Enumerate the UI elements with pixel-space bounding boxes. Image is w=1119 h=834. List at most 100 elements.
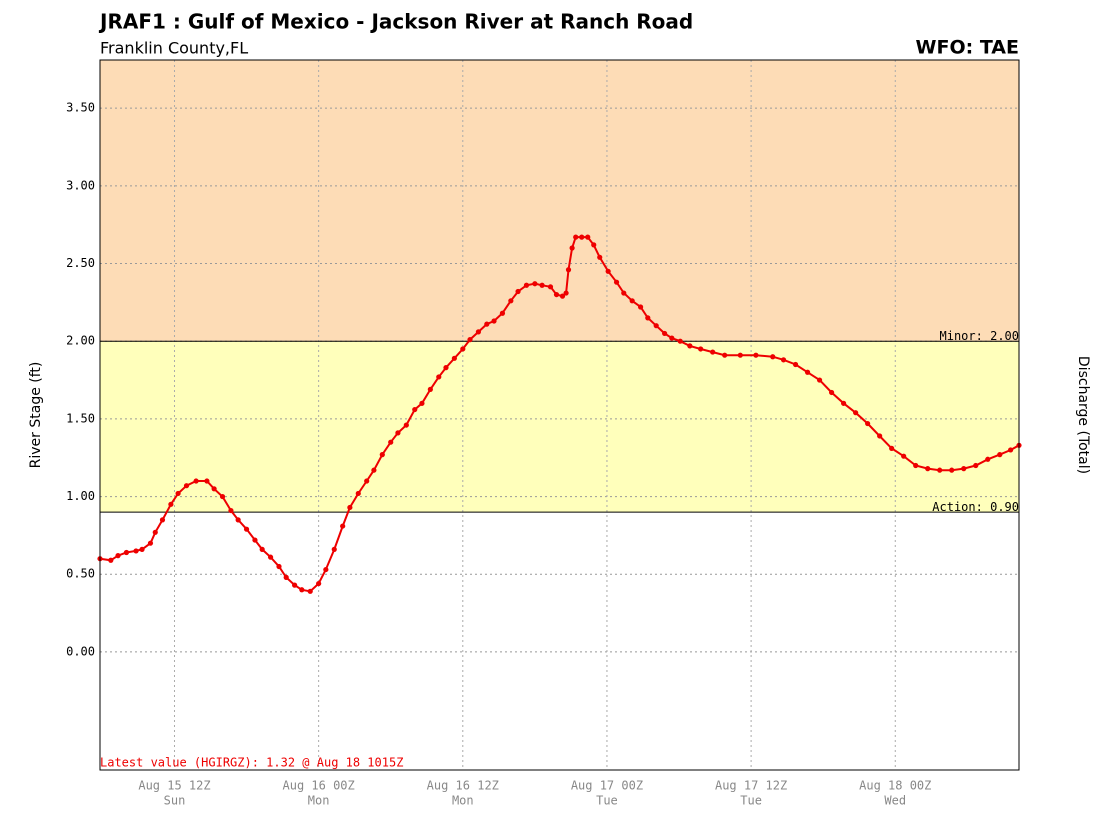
x-tick-label: Aug 18 00Z: [859, 779, 931, 793]
chart-title: JRAF1 : Gulf of Mexico - Jackson River a…: [98, 10, 693, 34]
data-point: [653, 323, 659, 329]
data-point: [147, 540, 154, 546]
data-point: [737, 352, 743, 358]
threshold-label: Minor: 2.00: [940, 329, 1020, 343]
threshold-name: Minor:: [940, 329, 983, 343]
data-point: [139, 546, 145, 552]
data-point: [115, 553, 121, 559]
x-tick-label: Aug 17 12Z: [715, 779, 787, 793]
data-point: [491, 318, 497, 324]
office-label: WFO: TAE: [916, 37, 1019, 59]
data-point: [828, 389, 835, 396]
y-tick-label: 2.00: [66, 334, 95, 348]
data-point: [565, 267, 572, 273]
threshold-name: Action:: [932, 500, 983, 514]
data-point: [973, 462, 979, 469]
data-point: [985, 456, 991, 462]
data-point: [331, 546, 337, 552]
data-point: [792, 361, 799, 368]
data-point: [436, 374, 442, 380]
data-point: [355, 490, 361, 497]
data-point: [292, 582, 298, 588]
data-point: [168, 501, 174, 507]
data-point: [591, 242, 597, 248]
data-point: [613, 279, 620, 285]
data-point: [913, 462, 919, 469]
data-point: [669, 335, 675, 341]
data-point: [597, 254, 603, 260]
data-point: [347, 504, 353, 511]
data-point: [443, 365, 449, 371]
data-point: [637, 304, 644, 310]
y-axis-label: River Stage (ft): [28, 362, 44, 469]
data-point: [816, 377, 823, 383]
data-point: [662, 330, 668, 337]
data-point: [889, 445, 895, 452]
data-point: [123, 549, 130, 556]
y-tick-label: 1.00: [66, 489, 95, 503]
x-tick-day: Wed: [884, 794, 906, 808]
data-point: [961, 465, 967, 472]
data-point: [211, 486, 217, 492]
data-point: [523, 282, 530, 288]
y-tick-label: 1.50: [66, 411, 95, 425]
x-tick-label: Aug 15 12Z: [138, 779, 210, 793]
threshold-zone: [100, 341, 1019, 513]
data-point: [299, 587, 305, 593]
data-point: [175, 490, 181, 497]
data-point: [484, 321, 490, 327]
data-point: [804, 369, 811, 375]
data-point: [997, 452, 1003, 458]
threshold-value: 2.00: [990, 329, 1019, 343]
data-point: [323, 566, 329, 573]
data-point: [770, 354, 776, 360]
data-point: [573, 234, 579, 240]
x-tick-label: Aug 16 12Z: [427, 779, 499, 793]
data-point: [451, 355, 457, 361]
data-point: [508, 298, 514, 304]
data-point: [499, 310, 506, 316]
chart-subtitle: Franklin County,FL: [100, 39, 248, 58]
data-point: [152, 529, 158, 535]
data-point: [579, 234, 585, 240]
data-point: [710, 349, 716, 355]
data-point: [629, 298, 635, 304]
data-point: [243, 526, 250, 532]
data-point: [539, 282, 545, 288]
data-point: [563, 290, 569, 296]
data-point: [585, 234, 591, 240]
data-point: [204, 478, 210, 484]
data-point: [753, 352, 759, 358]
data-point: [687, 343, 693, 349]
x-tick-day: Tue: [740, 794, 762, 808]
data-point: [937, 467, 943, 473]
data-point: [108, 557, 114, 563]
data-point: [395, 430, 401, 436]
data-point: [547, 284, 554, 290]
x-tick-day: Tue: [596, 794, 618, 808]
data-point: [841, 400, 847, 406]
data-point: [901, 453, 907, 459]
data-point: [553, 291, 560, 298]
data-point: [621, 290, 627, 296]
x-tick-label: Aug 16 00Z: [283, 779, 355, 793]
latest-note: Latest value (HGIRGZ): 1.32 @ Aug 18 101…: [100, 756, 403, 770]
y-tick-label: 0.00: [66, 644, 95, 658]
y-tick-label: 3.50: [66, 101, 95, 115]
data-point: [388, 439, 394, 445]
data-point: [532, 281, 538, 287]
data-point: [267, 554, 274, 560]
data-point: [252, 537, 258, 543]
data-point: [427, 386, 433, 392]
y-tick-label: 2.50: [66, 256, 95, 270]
plot-frame: [99, 59, 1020, 771]
data-point: [467, 337, 473, 343]
threshold-zone: [100, 60, 1019, 342]
data-point: [853, 410, 859, 416]
data-point: [698, 346, 704, 352]
data-point: [677, 338, 683, 344]
data-point: [877, 433, 883, 439]
data-point: [283, 574, 289, 580]
data-point: [412, 406, 418, 413]
data-point: [419, 400, 425, 406]
